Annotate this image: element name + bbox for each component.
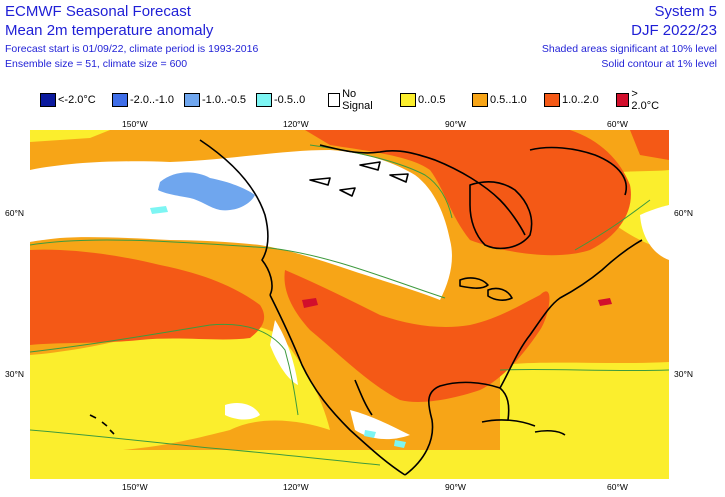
anomaly-neg-0.5-0-region [394, 440, 406, 448]
legend-swatch [544, 93, 560, 107]
lat-tick-right: 60°N [674, 208, 693, 218]
significance-contour [574, 199, 651, 251]
ensemble-info: Ensemble size = 51, climate size = 600 [5, 58, 188, 70]
legend-item: 0..0.5 [400, 92, 446, 108]
legend-item: > 2.0°C [616, 88, 662, 112]
coastline [529, 146, 627, 196]
coastline [319, 144, 526, 236]
anomaly-gt-2.0-region [302, 298, 318, 308]
lat-tick-right: 30°N [674, 369, 693, 379]
lon-tick-top: 60°W [607, 119, 628, 129]
significance-shaded-note: Shaded areas significant at 10% level [541, 43, 717, 55]
significance-contour [30, 429, 381, 466]
lat-tick-left: 60°N [5, 208, 24, 218]
cuba-outline [481, 419, 536, 427]
lon-tick-top: 90°W [445, 119, 466, 129]
anomaly-0-0.5-region [500, 362, 669, 460]
anomaly-neg-0.5-0-region [150, 206, 168, 214]
hispaniola-outline [534, 429, 566, 436]
legend-swatch [472, 93, 488, 107]
legend-item: No Signal [328, 88, 377, 112]
coastline [499, 239, 643, 389]
significance-contour [30, 239, 446, 299]
legend-item: <-2.0°C [40, 92, 96, 108]
legend-swatch [40, 93, 56, 107]
coastline [404, 381, 510, 476]
legend-label: No Signal [342, 88, 373, 112]
legend-item: -0.5..0 [256, 92, 305, 108]
legend-label: 0..0.5 [418, 94, 446, 106]
legend-swatch [328, 93, 341, 107]
lon-tick-bottom: 120°W [283, 482, 309, 492]
significance-contour [499, 368, 669, 372]
hawaii-islands [89, 414, 115, 435]
legend-label: 0.5..1.0 [490, 94, 527, 106]
significance-contour-note: Solid contour at 1% level [601, 58, 717, 70]
anomaly-map [30, 130, 669, 479]
no-signal-region [270, 320, 298, 385]
legend-swatch [112, 93, 128, 107]
legend-label: <-2.0°C [58, 94, 96, 106]
legend-label: -2.0..-1.0 [130, 94, 175, 106]
lon-tick-bottom: 150°W [122, 482, 148, 492]
forecast-info: Forecast start is 01/09/22, climate peri… [5, 43, 259, 55]
legend-swatch [616, 93, 630, 107]
legend-label: > 2.0°C [631, 88, 660, 112]
anomaly-1.0-2.0-region [284, 270, 550, 402]
arctic-islands [309, 161, 409, 197]
legend-item: 1.0..2.0 [544, 92, 599, 108]
baja-coastline [354, 379, 373, 416]
anomaly-neg-1.0-0.5-region [158, 172, 255, 211]
chart-title: ECMWF Seasonal Forecast [5, 3, 191, 20]
lat-tick-left: 30°N [5, 369, 24, 379]
legend-item: -1.0..-0.5 [184, 92, 246, 108]
legend-swatch [256, 93, 272, 107]
map-layers [30, 130, 669, 479]
anomaly-1.0-2.0-region [305, 130, 631, 256]
legend-swatch [184, 93, 200, 107]
no-signal-region [225, 403, 260, 420]
hudson-bay-coastline [469, 180, 533, 250]
system-label: System 5 [654, 3, 717, 20]
legend-item: -2.0..-1.0 [112, 92, 174, 108]
anomaly-gt-2.0-region [598, 298, 612, 306]
coastline [199, 139, 273, 296]
legend-label: 1.0..2.0 [562, 94, 599, 106]
legend-item: 0.5..1.0 [472, 92, 527, 108]
lon-tick-bottom: 90°W [445, 482, 466, 492]
great-lakes-outline [487, 287, 513, 301]
lon-tick-top: 120°W [283, 119, 309, 129]
anomaly-1.0-2.0-region [30, 249, 265, 345]
no-signal-region [30, 150, 452, 300]
legend-label: -0.5..0 [274, 94, 306, 106]
great-lakes-outline [459, 277, 489, 289]
anomaly-0-0.5-region [30, 130, 110, 142]
no-signal-region [640, 205, 669, 260]
season-label: DJF 2022/23 [631, 22, 717, 39]
coastline [269, 294, 406, 476]
chart-subtitle: Mean 2m temperature anomaly [5, 22, 214, 39]
lon-tick-bottom: 60°W [607, 482, 628, 492]
legend-label: -1.0..-0.5 [202, 94, 247, 106]
lon-tick-top: 150°W [122, 119, 148, 129]
legend-swatch [400, 93, 416, 107]
significance-contour [30, 323, 299, 416]
anomaly-neg-0.5-0-region [364, 430, 376, 438]
anomaly-1.0-2.0-region [630, 130, 669, 160]
